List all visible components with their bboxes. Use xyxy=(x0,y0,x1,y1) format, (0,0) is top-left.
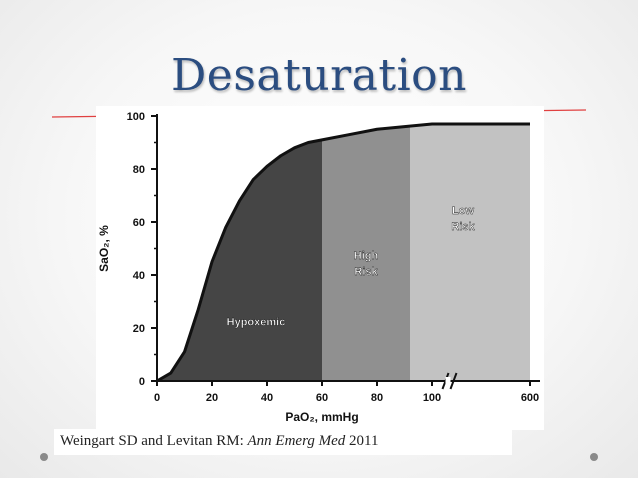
high-risk-label-line1: High xyxy=(354,250,379,262)
x-tick-label: 0 xyxy=(154,392,160,404)
axis-break-gap xyxy=(445,377,451,385)
x-tick-label: 20 xyxy=(206,392,218,404)
x-axis-label: PaO₂, mmHg xyxy=(285,410,358,424)
y-tick-label: 80 xyxy=(133,164,145,176)
hypoxemic-label: Hypoxemic xyxy=(227,316,286,328)
x-tick-label: 40 xyxy=(261,392,273,404)
citation-year: 2011 xyxy=(349,433,379,449)
citation-journal: Ann Emerg Med xyxy=(247,433,346,449)
slide-title: Desaturation xyxy=(171,50,467,101)
high-risk-label-line2: Risk xyxy=(354,266,378,278)
hypoxemic-region xyxy=(157,139,322,381)
saturation-curve xyxy=(156,122,530,383)
chart-svg: 0 20 40 60 80 100 0 20 40 60 80 100 600 PaO₂, mmHg SaO… xyxy=(96,106,544,430)
low-risk-label-line2: Risk xyxy=(451,221,475,233)
axis-break-mark xyxy=(449,372,458,390)
y-tick-label: 0 xyxy=(139,376,145,388)
oxyhemoglobin-chart: 0 20 40 60 80 100 0 20 40 60 80 100 600 PaO₂, mmHg SaO… xyxy=(96,106,544,435)
low-risk-region xyxy=(410,123,530,381)
x-tick-label: 100 xyxy=(423,392,441,404)
y-axis-label: SaO₂, % xyxy=(97,225,111,272)
low-risk-label-line1: Low xyxy=(452,205,474,217)
citation-authors: Weingart SD and Levitan RM: xyxy=(60,433,244,449)
x-tick-label: 60 xyxy=(316,392,328,404)
y-tick-label: 60 xyxy=(133,217,145,229)
y-tick-label: 40 xyxy=(133,270,145,282)
y-tick-label: 20 xyxy=(133,323,145,335)
y-tick-label: 100 xyxy=(127,111,145,123)
x-tick-label: 600 xyxy=(521,392,539,404)
x-tick-label: 80 xyxy=(371,392,383,404)
right-bullet-dot xyxy=(590,453,598,461)
high-risk-region xyxy=(322,126,410,381)
citation: Weingart SD and Levitan RM: Ann Emerg Me… xyxy=(54,429,512,455)
left-bullet-dot xyxy=(40,453,48,461)
